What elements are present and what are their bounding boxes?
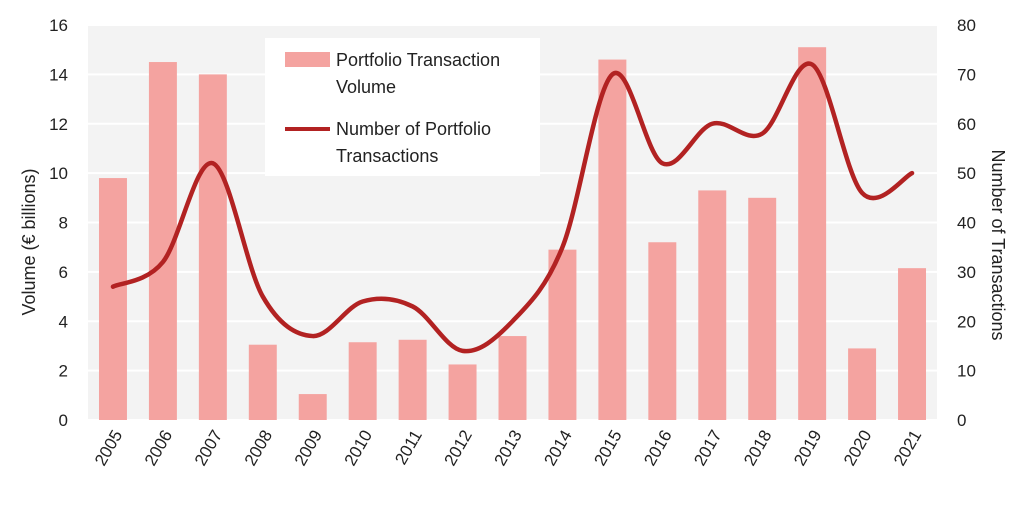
x-tick-label: 2018: [740, 427, 775, 469]
right-tick-label: 70: [957, 65, 976, 84]
legend-label-volume-line1: Portfolio Transaction: [336, 50, 500, 70]
x-tick-label: 2015: [590, 427, 625, 469]
volume-bar: [648, 242, 676, 420]
x-axis-ticks: 2005 2006 2007 2008 2009 2010 2011 2012 2013 2014…: [91, 427, 925, 469]
left-tick-label: 14: [49, 65, 68, 84]
x-tick-label: 2021: [890, 427, 925, 469]
volume-bar: [698, 190, 726, 420]
right-tick-label: 50: [957, 164, 976, 183]
volume-bar: [99, 178, 127, 420]
left-tick-label: 2: [59, 362, 68, 381]
legend-swatch-bar: [285, 52, 330, 67]
volume-bar: [548, 250, 576, 420]
x-tick-label: 2013: [490, 427, 525, 469]
left-tick-label: 10: [49, 164, 68, 183]
x-tick-label: 2011: [391, 427, 426, 468]
x-tick-label: 2010: [341, 427, 376, 469]
x-tick-label: 2012: [441, 427, 476, 469]
legend: Portfolio Transaction Volume Number of P…: [265, 38, 540, 176]
left-tick-label: 4: [59, 312, 68, 331]
right-tick-label: 0: [957, 411, 966, 430]
volume-bar: [299, 394, 327, 420]
left-axis-ticks: 0 2 4 6 8 10 12 14 16: [49, 16, 68, 430]
volume-bar: [249, 345, 277, 420]
x-tick-label: 2020: [840, 427, 875, 469]
volume-bar: [798, 47, 826, 420]
volume-bar: [199, 74, 227, 420]
x-tick-label: 2014: [540, 427, 575, 469]
left-axis-title: Volume (€ billions): [19, 168, 39, 315]
left-tick-label: 12: [49, 115, 68, 134]
left-tick-label: 16: [49, 16, 68, 35]
legend-label-transactions-line2: Transactions: [336, 146, 438, 166]
x-tick-label: 2007: [191, 427, 226, 469]
legend-label-transactions-line1: Number of Portfolio: [336, 119, 491, 139]
volume-bar: [399, 340, 427, 420]
right-tick-label: 40: [957, 214, 976, 233]
right-axis-ticks: 0 10 20 30 40 50 60 70 80: [957, 16, 976, 430]
volume-bar: [349, 342, 377, 420]
right-tick-label: 20: [957, 312, 976, 331]
right-tick-label: 60: [957, 115, 976, 134]
left-tick-label: 8: [59, 214, 68, 233]
volume-bar: [449, 364, 477, 420]
x-tick-label: 2008: [241, 427, 276, 469]
left-tick-label: 0: [59, 411, 68, 430]
x-tick-label: 2005: [91, 427, 126, 469]
right-tick-label: 80: [957, 16, 976, 35]
x-tick-label: 2019: [790, 427, 825, 469]
volume-bar: [499, 336, 527, 420]
right-tick-label: 10: [957, 362, 976, 381]
x-tick-label: 2009: [291, 427, 326, 469]
left-tick-label: 6: [59, 263, 68, 282]
volume-bar: [898, 268, 926, 420]
volume-bar: [748, 198, 776, 420]
volume-bar: [848, 348, 876, 420]
x-tick-label: 2017: [690, 427, 725, 469]
x-tick-label: 2006: [141, 427, 176, 469]
right-axis-title: Number of Transactions: [988, 149, 1008, 340]
right-tick-label: 30: [957, 263, 976, 282]
x-tick-label: 2016: [640, 427, 675, 469]
volume-bar: [598, 60, 626, 420]
legend-label-volume-line2: Volume: [336, 77, 396, 97]
